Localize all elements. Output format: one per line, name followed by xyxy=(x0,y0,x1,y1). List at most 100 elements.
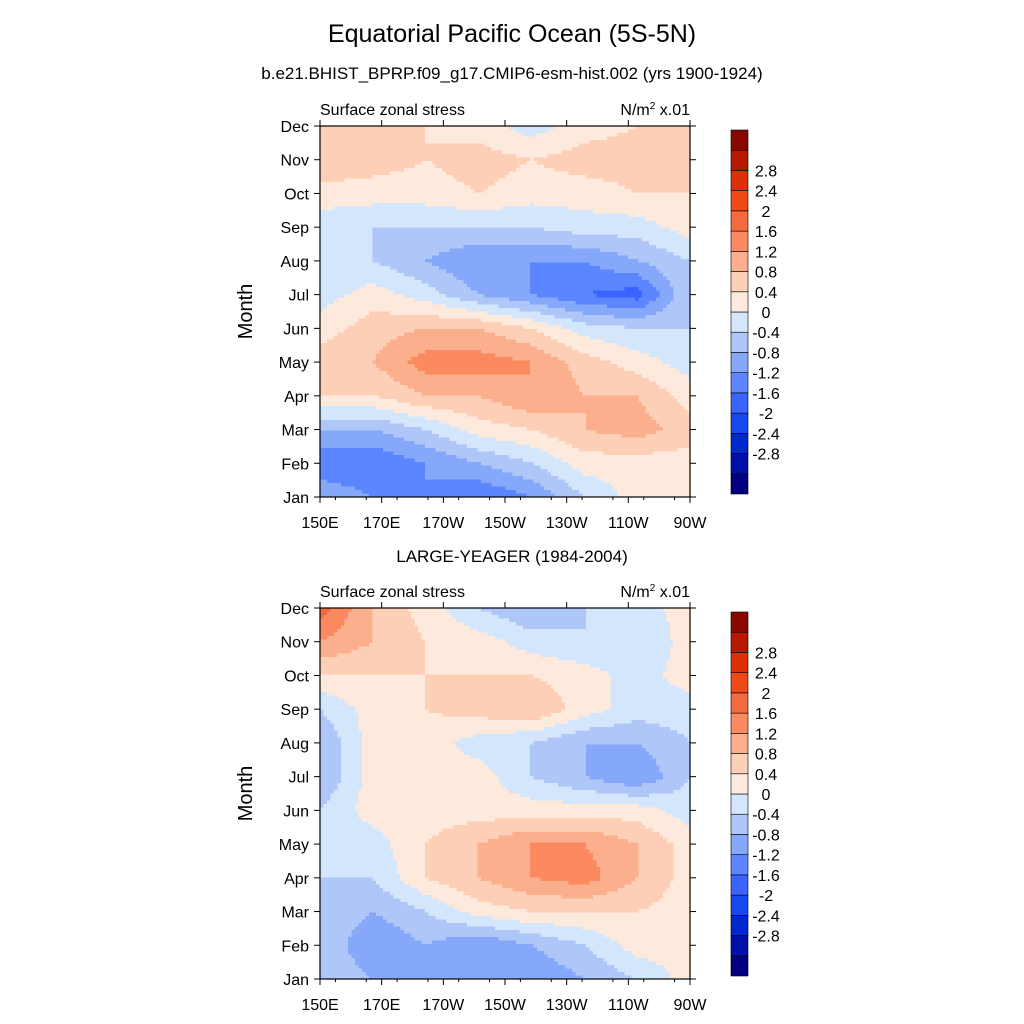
contour-cell xyxy=(421,210,426,215)
contour-cell xyxy=(400,245,405,250)
contour-cell xyxy=(393,220,398,225)
contour-cell xyxy=(617,192,622,197)
contour-cell xyxy=(540,248,545,253)
contour-cell xyxy=(432,126,437,131)
contour-cell xyxy=(537,143,542,148)
contour-cell xyxy=(677,283,682,288)
contour-cell xyxy=(467,189,472,194)
contour-cell xyxy=(505,241,510,246)
contour-cell xyxy=(334,168,339,173)
contour-cell xyxy=(593,287,598,292)
contour-cell xyxy=(575,280,580,285)
contour-cell xyxy=(512,224,517,229)
contour-cell xyxy=(327,241,332,246)
contour-cell xyxy=(383,245,388,250)
contour-cell xyxy=(355,154,360,159)
contour-cell xyxy=(498,199,503,204)
contour-cell xyxy=(572,178,577,183)
contour-cell xyxy=(400,227,405,232)
contour-cell xyxy=(372,161,377,166)
contour-cell xyxy=(540,129,545,134)
contour-cell xyxy=(614,245,619,250)
contour-cell xyxy=(544,224,549,229)
contour-cell xyxy=(607,161,612,166)
contour-cell xyxy=(666,140,671,145)
contour-cell xyxy=(684,287,689,292)
contour-cell xyxy=(621,220,626,225)
contour-cell xyxy=(341,248,346,253)
contour-cell xyxy=(386,280,391,285)
contour-cell xyxy=(509,245,514,250)
contour-cell xyxy=(439,252,444,257)
contour-cell xyxy=(575,147,580,152)
contour-cell xyxy=(600,234,605,239)
contour-cell xyxy=(687,262,690,267)
contour-cell xyxy=(397,276,402,281)
contour-cell xyxy=(365,178,370,183)
contour-cell xyxy=(509,185,514,190)
contour-cell xyxy=(575,259,580,264)
contour-cell xyxy=(530,252,535,257)
contour-cell xyxy=(330,161,335,166)
contour-cell xyxy=(418,136,423,141)
contour-cell xyxy=(610,252,615,257)
contour-cell xyxy=(502,136,507,141)
figure-title: Equatorial Pacific Ocean (5S-5N) xyxy=(0,20,1024,49)
contour-cell xyxy=(516,283,521,288)
contour-cell xyxy=(432,203,437,208)
contour-cell xyxy=(498,269,503,274)
contour-cell xyxy=(551,196,556,201)
contour-cell xyxy=(617,210,622,215)
contour-cell xyxy=(530,157,535,162)
contour-cell xyxy=(516,168,521,173)
contour-cell xyxy=(656,129,661,134)
contour-cell xyxy=(362,133,367,138)
contour-cell xyxy=(519,196,524,201)
contour-cell xyxy=(365,276,370,281)
contour-cell xyxy=(463,133,468,138)
contour-cell xyxy=(407,206,412,211)
contour-cell xyxy=(544,245,549,250)
contour-cell xyxy=(554,266,559,271)
contour-cell xyxy=(645,161,650,166)
contour-cell xyxy=(491,196,496,201)
contour-cell xyxy=(456,199,461,204)
contour-cell xyxy=(495,269,500,274)
contour-cell xyxy=(519,143,524,148)
contour-cell xyxy=(435,126,440,131)
contour-cell xyxy=(596,245,601,250)
contour-cell xyxy=(589,164,594,169)
contour-cell xyxy=(386,182,391,187)
contour-cell xyxy=(341,220,346,225)
contour-cell xyxy=(575,276,580,281)
contour-cell xyxy=(407,164,412,169)
contour-cell xyxy=(530,182,535,187)
contour-cell xyxy=(638,248,643,253)
contour-cell xyxy=(526,220,531,225)
contour-cell xyxy=(516,199,521,204)
contour-cell xyxy=(666,262,671,267)
contour-cell xyxy=(470,259,475,264)
contour-cell xyxy=(432,140,437,145)
contour-cell xyxy=(596,206,601,211)
contour-cell xyxy=(603,210,608,215)
contour-cell xyxy=(579,143,584,148)
contour-cell xyxy=(516,164,521,169)
contour-cell xyxy=(589,196,594,201)
contour-cell xyxy=(582,280,587,285)
contour-cell xyxy=(624,157,629,162)
contour-cell xyxy=(656,245,661,250)
contour-cell xyxy=(519,171,524,176)
contour-cell xyxy=(495,210,500,215)
contour-cell xyxy=(586,189,591,194)
contour-cell xyxy=(386,248,391,253)
contour-cell xyxy=(453,168,458,173)
contour-cell xyxy=(586,224,591,229)
contour-cell xyxy=(610,147,615,152)
contour-cell xyxy=(488,199,493,204)
contour-cell xyxy=(379,136,384,141)
contour-cell xyxy=(677,252,682,257)
contour-cell xyxy=(617,276,622,281)
contour-cell xyxy=(383,273,388,278)
contour-cell xyxy=(495,182,500,187)
